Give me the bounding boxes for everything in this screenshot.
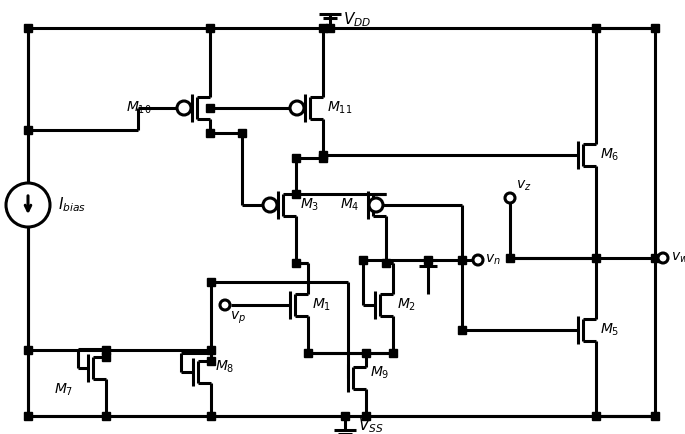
Text: $M_{10}$: $M_{10}$ [126,100,152,116]
Circle shape [220,300,230,310]
Circle shape [369,198,383,212]
Text: $M_9$: $M_9$ [370,365,390,381]
Text: $M_8$: $M_8$ [215,359,234,375]
Text: $M_5$: $M_5$ [600,322,619,338]
Text: $I_{bias}$: $I_{bias}$ [58,196,86,214]
Text: $M_4$: $M_4$ [340,197,360,213]
Text: $M_{11}$: $M_{11}$ [327,100,352,116]
Text: $v_w$: $v_w$ [671,251,685,265]
Circle shape [658,253,668,263]
Text: $v_z$: $v_z$ [516,179,532,193]
Text: $v_n$: $v_n$ [485,253,501,267]
Text: $v_p$: $v_p$ [230,310,246,326]
Text: $M_1$: $M_1$ [312,297,332,313]
Circle shape [177,101,191,115]
Circle shape [473,255,483,265]
Text: $V_{DD}$: $V_{DD}$ [343,11,371,30]
Text: $M_3$: $M_3$ [300,197,319,213]
Circle shape [263,198,277,212]
Text: $M_7$: $M_7$ [53,382,73,398]
Text: $M_2$: $M_2$ [397,297,416,313]
Text: $V_{SS}$: $V_{SS}$ [358,417,384,434]
Text: $M_6$: $M_6$ [600,147,619,163]
Circle shape [505,193,515,203]
Circle shape [6,183,50,227]
Circle shape [290,101,304,115]
